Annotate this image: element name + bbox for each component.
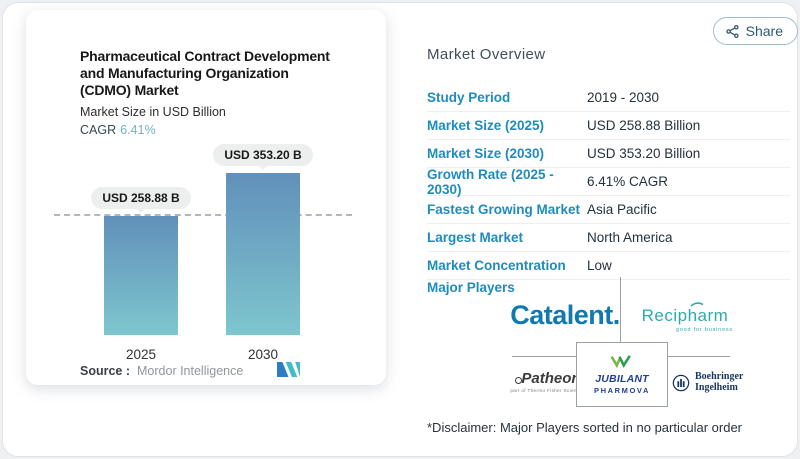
cagr-label: CAGR — [80, 123, 117, 137]
row-label: Market Concentration — [427, 258, 566, 273]
patheon-circle-icon — [515, 377, 523, 384]
catalent-logo-text: Catalent — [510, 300, 613, 330]
reference-line — [54, 214, 352, 217]
table-row: Fastest Growing Market Asia Pacific — [427, 196, 790, 224]
market-size-chart-card: Pharmaceutical Contract Development and … — [26, 10, 386, 385]
row-value: North America — [587, 230, 673, 245]
row-value: Asia Pacific — [587, 202, 657, 217]
source-attribution: Source : Mordor Intelligence — [80, 364, 243, 378]
row-value: 2019 - 2030 — [587, 90, 660, 105]
recipharm-tagline: good for business — [675, 327, 733, 333]
panel-heading: Market Overview — [427, 46, 546, 63]
jubilant-logo-box: JUBILANT PHARMOVA — [576, 342, 668, 407]
chart-title-line1: Pharmaceutical Contract Development — [80, 48, 330, 64]
catalent-logo-dot: . — [612, 300, 621, 330]
row-value: Low — [587, 258, 612, 273]
recipharm-logo: Recipharm good for business — [633, 302, 737, 333]
share-icon — [725, 24, 739, 38]
cagr-line: CAGR 6.41% — [80, 123, 156, 137]
chart-subtitle: Market Size in USD Billion — [80, 105, 226, 119]
bar-group-2030: USD 353.20 B 2030 — [213, 144, 313, 362]
row-label: Growth Rate (2025 - 2030) — [427, 166, 554, 197]
bar-value-badge-2025: USD 258.88 B — [91, 187, 191, 214]
chart-title-line3: (CDMO) Market — [80, 82, 179, 98]
patheon-logo-text: Patheon — [521, 370, 581, 387]
overview-table: Study Period 2019 - 2030 Market Size (20… — [427, 84, 790, 280]
boehringer-logo-line2: Ingelheim — [695, 381, 738, 393]
table-row: Largest Market North America — [427, 224, 790, 252]
table-row: Market Size (2025) USD 258.88 Billion — [427, 112, 790, 140]
table-row: Growth Rate (2025 - 2030) 6.41% CAGR — [427, 166, 790, 197]
row-label: Study Period — [427, 90, 511, 105]
row-label: Market Size (2030) — [427, 146, 545, 161]
table-row: Market Size (2030) USD 353.20 Billion — [427, 140, 790, 168]
cagr-value: 6.41% — [120, 123, 156, 137]
jubilant-logo-line2: PHARMOVA — [594, 386, 650, 395]
catalent-logo: Catalent. — [495, 300, 635, 331]
players-divider-left — [512, 356, 576, 357]
row-label: Fastest Growing Market — [427, 202, 581, 217]
patheon-tagline: part of Thermo Fisher Scientific — [510, 388, 586, 393]
bar — [226, 173, 300, 335]
bar-chart: USD 258.88 B 2025 USD 353.20 B 2030 — [26, 144, 386, 385]
jubilant-mark-icon — [610, 355, 631, 369]
x-axis-label-2030: 2030 — [247, 347, 279, 362]
players-divider-vertical — [620, 277, 621, 342]
major-players-label: Major Players — [427, 280, 515, 295]
boehringer-logo-line1: Boehringer — [695, 371, 744, 382]
bar-group-2025: USD 258.88 B 2025 — [91, 187, 191, 362]
bar — [104, 216, 178, 335]
players-disclaimer: *Disclaimer: Major Players sorted in no … — [427, 420, 743, 435]
bar-value-badge-2030: USD 353.20 B — [213, 144, 313, 170]
share-button[interactable]: Share — [712, 17, 798, 45]
mordor-intelligence-logo-icon — [277, 362, 300, 377]
row-label: Largest Market — [427, 230, 524, 245]
recipharm-swoosh-icon — [690, 302, 704, 307]
source-name: Mordor Intelligence — [137, 364, 244, 378]
recipharm-logo-text: Recipharm — [641, 306, 729, 325]
row-value: USD 258.88 Billion — [587, 118, 701, 133]
x-axis-label-2025: 2025 — [125, 347, 157, 362]
chart-title-line2: and Manufacturing Organization — [80, 65, 289, 81]
table-row: Market Concentration Low — [427, 252, 790, 280]
row-value: 6.41% CAGR — [587, 174, 669, 189]
chart-title: Pharmaceutical Contract Development and … — [80, 48, 330, 99]
players-divider-right — [666, 356, 730, 357]
row-label: Market Size (2025) — [427, 118, 545, 133]
row-value: USD 353.20 Billion — [587, 146, 701, 161]
table-row: Study Period 2019 - 2030 — [427, 84, 790, 112]
jubilant-logo-line1: JUBILANT — [595, 373, 649, 385]
patheon-logo: Patheon part of Thermo Fisher Scientific — [508, 370, 588, 393]
market-overview-panel: Share Market Overview Study Period 2019 … — [420, 0, 798, 459]
boehringer-ingelheim-logo: Boehringer Ingelheim — [672, 371, 744, 393]
jubilant-pharmova-logo: JUBILANT PHARMOVA — [594, 354, 650, 395]
boehringer-mark-icon — [672, 374, 690, 391]
share-button-label: Share — [745, 23, 783, 39]
source-label: Source : — [80, 364, 131, 378]
